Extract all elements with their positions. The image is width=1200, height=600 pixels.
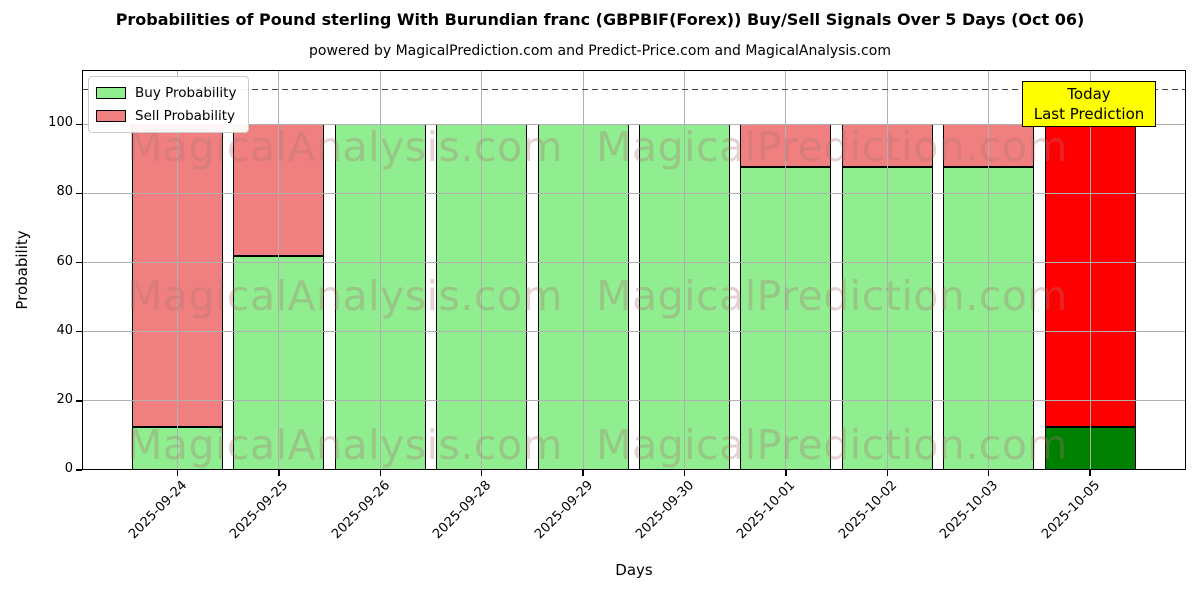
y-tick-mark [76, 469, 82, 471]
x-tick-label-text: 2025-10-05 [1038, 478, 1103, 543]
watermark-text: MagicalPrediction.com [596, 272, 1068, 320]
y-tick-label: 80 [56, 184, 73, 200]
annotation-line-1: Today [1067, 85, 1111, 103]
gridline-vertical [785, 70, 787, 470]
x-tick-label-text: 2025-09-30 [633, 478, 698, 543]
legend-item-buy: Buy Probability [96, 85, 236, 101]
plot-area: Buy Probability Sell Probability Today L… [82, 70, 1186, 470]
x-tick-label-text: 2025-09-24 [126, 478, 191, 543]
legend-swatch-buy-icon [96, 87, 126, 99]
gridline-vertical [278, 70, 280, 470]
gridline-vertical [582, 70, 584, 470]
x-tick-mark [379, 470, 382, 476]
x-tick-label-text: 2025-09-25 [227, 478, 292, 543]
x-tick-label-text: 2025-10-03 [937, 478, 1002, 543]
legend-label-sell: Sell Probability [135, 108, 236, 124]
x-tick-mark [480, 470, 483, 476]
gridline-horizontal [82, 192, 1186, 194]
y-tick-label: 0 [64, 461, 73, 476]
gridline-horizontal [82, 262, 1186, 264]
gridline-horizontal [82, 400, 1186, 402]
x-tick-label-text: 2025-10-02 [835, 478, 900, 543]
x-tick-mark [582, 470, 584, 476]
x-tick-label-text: 2025-09-29 [531, 478, 596, 543]
watermark-text: MagicalAnalysis.com [127, 272, 563, 320]
watermark-text: MagicalAnalysis.com [127, 421, 563, 469]
x-axis-label: Days [615, 561, 653, 579]
annotation-line-2: Last Prediction [1033, 105, 1145, 123]
gridline-horizontal [82, 123, 1186, 125]
chart-subtitle: powered by MagicalPrediction.com and Pre… [309, 43, 891, 59]
gridline-vertical [684, 70, 685, 470]
x-tick-mark [278, 470, 280, 476]
y-tick-label: 40 [56, 322, 73, 338]
y-tick-label: 60 [56, 253, 73, 269]
gridline-horizontal [82, 331, 1186, 333]
watermark-text: MagicalPrediction.com [596, 421, 1068, 469]
legend-label-buy: Buy Probability [135, 85, 237, 101]
chart-title: Probabilities of Pound sterling With Bur… [115, 10, 1085, 29]
x-tick-mark [785, 470, 787, 476]
watermark-text: MagicalPrediction.com [596, 123, 1068, 171]
today-annotation: Today Last Prediction [1022, 81, 1156, 127]
x-tick-mark [176, 470, 179, 476]
gridline-vertical [481, 70, 483, 470]
gridline-vertical [1089, 70, 1091, 470]
x-tick-label-text: 2025-09-26 [328, 478, 393, 543]
y-tick-mark [76, 400, 82, 402]
x-tick-label-text: 2025-10-01 [734, 478, 799, 543]
legend-swatch-sell-icon [96, 110, 126, 122]
x-tick-label-text: 2025-09-28 [430, 478, 495, 543]
y-tick-label: 100 [48, 115, 73, 131]
gridline-vertical [177, 70, 178, 470]
legend: Buy Probability Sell Probability [88, 76, 250, 133]
x-tick-mark [683, 470, 686, 476]
gridline-vertical [886, 70, 888, 470]
gridline-vertical [988, 70, 990, 470]
y-tick-mark [76, 192, 82, 195]
x-tick-mark [886, 470, 889, 476]
y-tick-mark [76, 330, 82, 333]
y-tick-mark [76, 261, 82, 264]
gridline-vertical [379, 70, 381, 470]
y-tick-label: 20 [56, 391, 73, 407]
y-tick-mark [76, 123, 82, 126]
legend-item-sell: Sell Probability [96, 108, 236, 124]
x-tick-mark [1089, 470, 1091, 476]
x-tick-mark [987, 470, 990, 476]
dashed-threshold-line [82, 88, 1186, 91]
